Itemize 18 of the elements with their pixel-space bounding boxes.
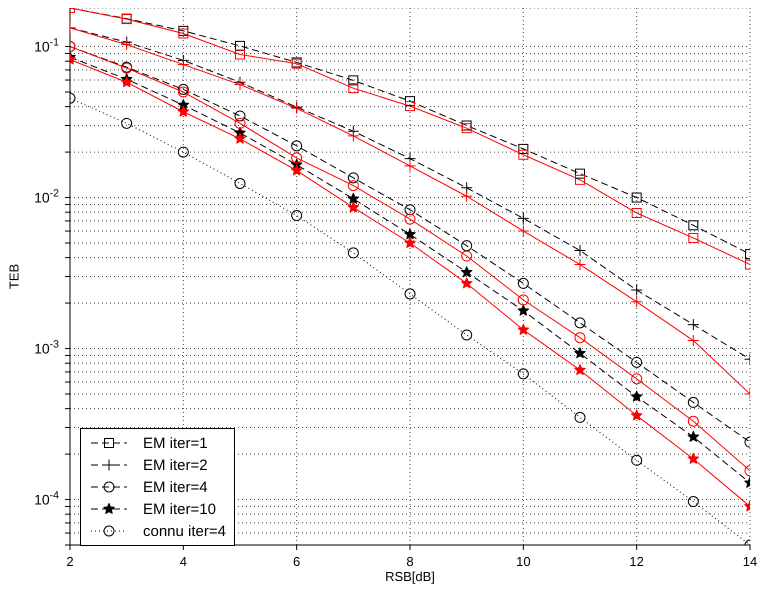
- y-tick-label: 10$^{-3}$: [34, 338, 60, 357]
- x-tick-label: 8: [406, 554, 414, 569]
- x-tick-label: 10: [516, 554, 531, 569]
- legend-label: EM iter=4: [143, 478, 208, 496]
- y-tick-label: 10$^{-4}$: [34, 490, 60, 508]
- x-tick-label: 12: [629, 554, 644, 569]
- y-tick-label: 10$^{-1}$: [34, 36, 60, 55]
- legend-label: connu iter=4: [143, 522, 226, 540]
- x-tick-label: 14: [742, 554, 758, 569]
- x-tick-label: 2: [66, 554, 74, 569]
- x-tick-label: 4: [180, 554, 187, 569]
- legend-label: EM iter=10: [143, 500, 216, 518]
- x-axis-title: RSB[dB]: [385, 569, 435, 584]
- x-tick-label: 6: [293, 554, 300, 569]
- legend-label: EM iter=2: [143, 456, 208, 474]
- y-axis-title: TEB: [6, 264, 22, 290]
- y-tick-label: 10$^{-2}$: [34, 188, 60, 206]
- legend-label: EM iter=1: [143, 434, 208, 452]
